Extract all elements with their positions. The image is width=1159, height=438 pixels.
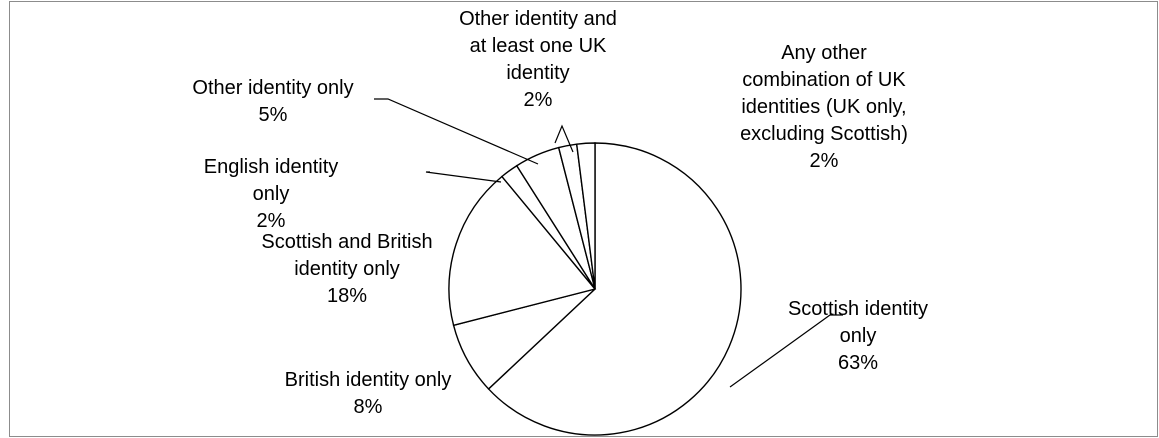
pie-slice-scottish-identity-only: [487, 142, 742, 436]
slice-category-label: identity only: [294, 258, 400, 280]
chart-frame: Scottish identity only 63% British identity…: [9, 1, 1158, 437]
slice-category-label: Scottish identity: [788, 298, 928, 320]
leader-line-other-identity-and-at-least-one-uk-identity: [554, 124, 574, 153]
slice-percent-label: 5%: [259, 104, 288, 126]
slice-percent-label: 2%: [257, 210, 286, 232]
leader-line-english-identity-only: [425, 171, 502, 183]
data-label-scottish-and-british-identity-only: Scottish and British identity only 18%: [261, 231, 432, 307]
slice-category-label: identities (UK only,: [741, 96, 906, 118]
slice-percent-label: 2%: [524, 89, 553, 111]
pie-slices: [448, 142, 742, 436]
data-label-scottish-identity-only: Scottish identity only 63%: [788, 298, 928, 374]
slice-category-label: excluding Scottish): [740, 123, 908, 145]
pie-slice-any-other-combination-of-uk-identities-uk-only-excluding-scottish: [575, 142, 596, 290]
leader-line-other-identity-only: [374, 98, 539, 165]
slice-category-label: Other identity only: [192, 77, 353, 99]
slice-category-label: Other identity and: [459, 8, 617, 30]
slice-category-label: British identity only: [285, 369, 452, 391]
slice-labels: Scottish identity only 63% British identity…: [192, 8, 928, 418]
slice-percent-label: 18%: [327, 285, 367, 307]
slice-percent-label: 63%: [838, 352, 878, 374]
pie-slice-scottish-and-british-identity-only: [448, 175, 597, 327]
leader-lines: [374, 98, 843, 388]
slice-percent-label: 8%: [354, 396, 383, 418]
data-label-other-identity-and-at-least-one-uk-identity: Other identity and at least one UK identit…: [459, 8, 617, 111]
pie-chart: Scottish identity only 63% British identity…: [192, 8, 928, 436]
slice-category-label: English identity: [204, 156, 339, 178]
slice-category-label: identity: [506, 62, 569, 84]
slice-category-label: Scottish and British: [261, 231, 432, 253]
slice-category-label: only: [840, 325, 877, 347]
slice-category-label: combination of UK: [742, 69, 906, 91]
data-label-any-other-combination-of-uk-identities-uk-only-excluding-scottish: Any other combination of UK identities (UK…: [740, 42, 908, 172]
slice-category-label: Any other: [781, 42, 867, 64]
slice-percent-label: 2%: [810, 150, 839, 172]
data-label-english-identity-only: English identity only 2%: [204, 156, 339, 232]
slice-category-label: at least one UK: [470, 35, 607, 57]
slice-category-label: only: [253, 183, 290, 205]
leader-line-scottish-identity-only: [729, 314, 843, 388]
data-label-other-identity-only: Other identity only 5%: [192, 77, 353, 126]
data-label-british-identity-only: British identity only 8%: [285, 369, 452, 418]
